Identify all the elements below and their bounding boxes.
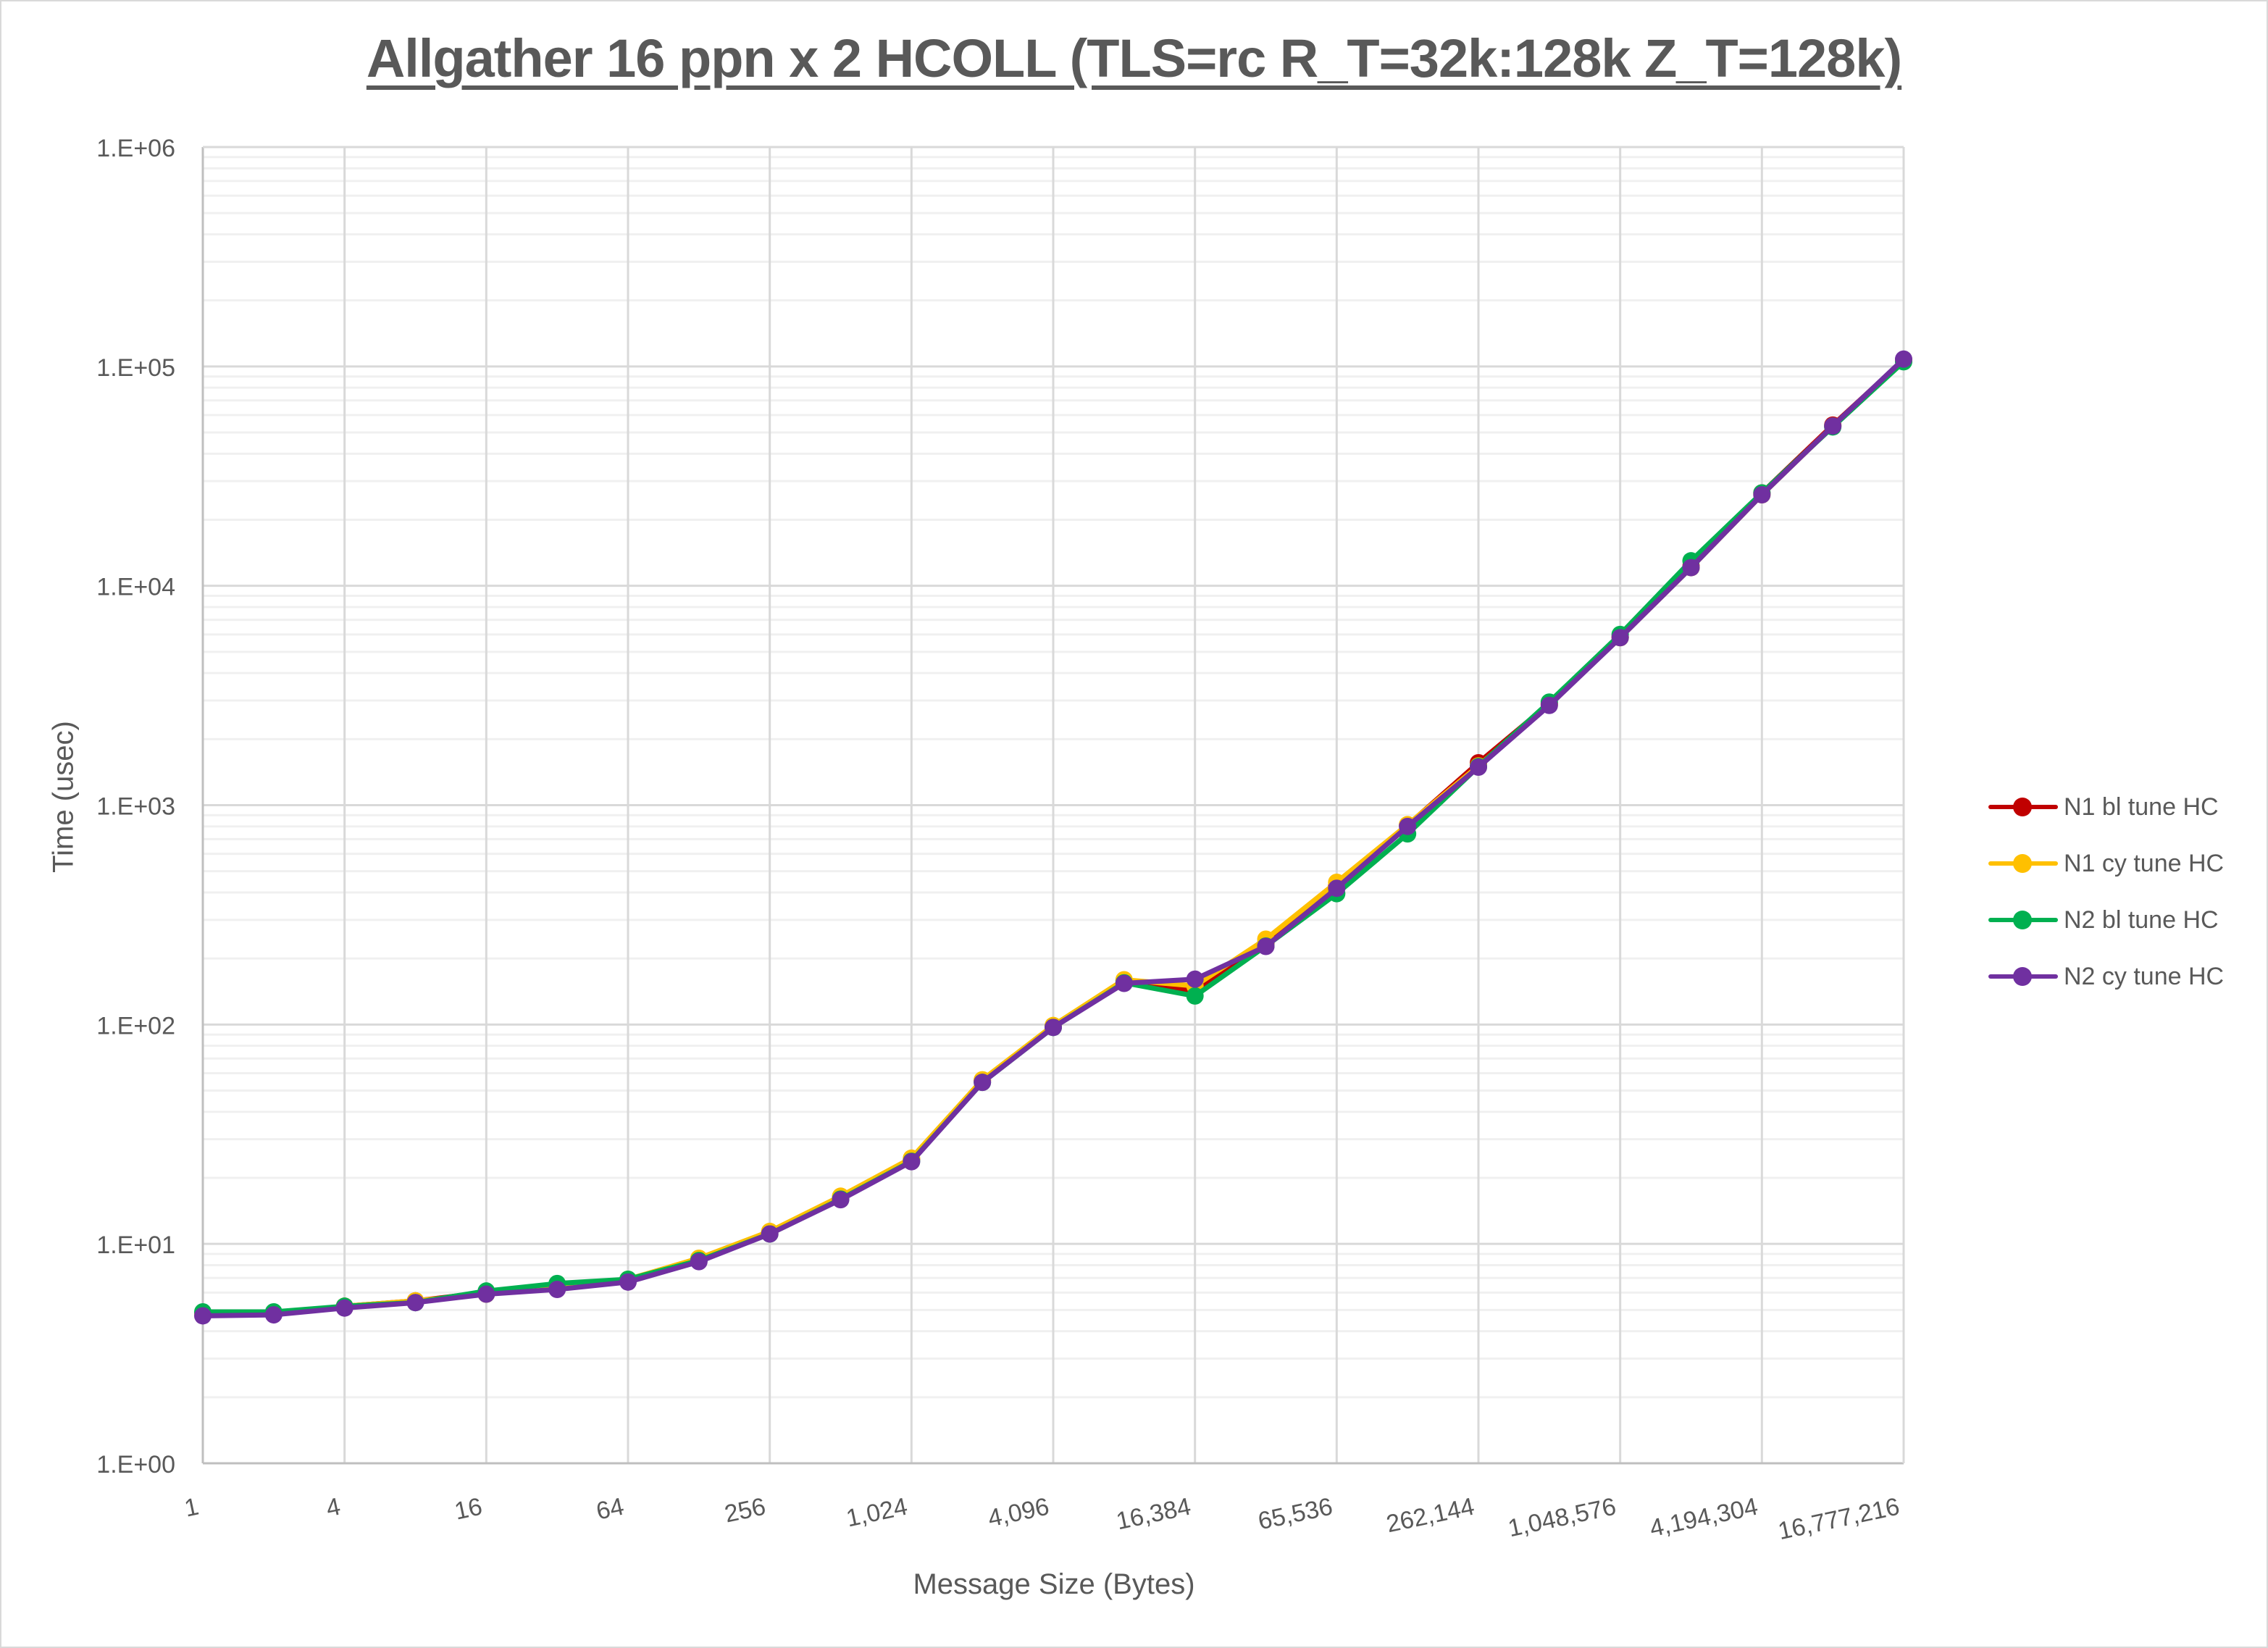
data-point-marker — [1611, 629, 1629, 647]
data-point-marker — [194, 1307, 212, 1325]
data-point-marker — [1257, 937, 1275, 955]
legend-item-n2-bl[interactable]: N2 bl tune HC — [1988, 892, 2224, 948]
data-point-marker — [335, 1299, 353, 1317]
data-point-marker — [1470, 758, 1487, 777]
data-point-marker — [1115, 974, 1133, 992]
data-point-marker — [548, 1281, 566, 1299]
data-point-marker — [761, 1225, 779, 1243]
line-marker-icon — [1988, 909, 2058, 931]
data-point-marker — [1824, 417, 1842, 435]
legend: N1 bl tune HC N1 cy tune HC N2 bl tune H… — [1988, 779, 2224, 1005]
line-marker-icon — [1988, 796, 2058, 818]
data-point-marker — [619, 1273, 637, 1291]
svg-text:1.E+01: 1.E+01 — [96, 1231, 175, 1259]
legend-dot — [2013, 911, 2032, 929]
legend-label: N2 cy tune HC — [2064, 962, 2225, 990]
legend-item-n1-cy[interactable]: N1 cy tune HC — [1988, 835, 2224, 892]
svg-text:64: 64 — [594, 1493, 627, 1526]
data-point-marker — [974, 1074, 992, 1092]
data-point-marker — [406, 1294, 424, 1312]
svg-text:4,096: 4,096 — [986, 1493, 1052, 1533]
legend-label: N1 cy tune HC — [2064, 849, 2225, 877]
svg-text:1.E+00: 1.E+00 — [96, 1451, 175, 1478]
data-point-marker — [1895, 350, 1912, 368]
legend-item-n1-bl[interactable]: N1 bl tune HC — [1988, 779, 2224, 835]
data-point-marker — [477, 1285, 495, 1303]
legend-label: N1 bl tune HC — [2064, 792, 2219, 821]
chart-title: Allgather 16 ppn x 2 HCOLL (TLS=rc R_T=3… — [366, 28, 1902, 88]
svg-text:1.E+05: 1.E+05 — [96, 354, 175, 382]
svg-text:4: 4 — [324, 1493, 343, 1523]
svg-text:16: 16 — [452, 1493, 485, 1526]
legend-dot — [2013, 854, 2032, 873]
legend-label: N2 bl tune HC — [2064, 905, 2219, 934]
data-point-marker — [1753, 485, 1771, 503]
data-point-marker — [1186, 970, 1204, 988]
data-point-marker — [690, 1252, 708, 1271]
svg-text:1.E+03: 1.E+03 — [96, 793, 175, 821]
svg-text:1,048,576: 1,048,576 — [1505, 1493, 1618, 1543]
svg-text:1.E+06: 1.E+06 — [96, 135, 175, 162]
data-point-marker — [1328, 879, 1346, 898]
data-point-marker — [1045, 1019, 1062, 1037]
data-point-marker — [1186, 987, 1204, 1005]
svg-text:1.E+04: 1.E+04 — [96, 574, 175, 601]
x-axis-label: Message Size (Bytes) — [913, 1568, 1195, 1600]
legend-item-n2-cy[interactable]: N2 cy tune HC — [1988, 948, 2224, 1005]
legend-dot — [2013, 798, 2032, 816]
data-point-marker — [832, 1191, 850, 1209]
series-n2-cy-tune-hc — [194, 350, 1912, 1325]
svg-text:1,024: 1,024 — [844, 1493, 910, 1533]
svg-text:1.E+02: 1.E+02 — [96, 1012, 175, 1040]
svg-text:1: 1 — [182, 1493, 201, 1523]
svg-text:256: 256 — [722, 1493, 768, 1528]
data-point-marker — [1540, 696, 1558, 714]
svg-text:4,194,304: 4,194,304 — [1647, 1493, 1760, 1543]
svg-text:65,536: 65,536 — [1255, 1493, 1335, 1536]
y-axis-label: Time (usec) — [47, 721, 80, 873]
data-point-marker — [1682, 559, 1700, 577]
x-axis-tick-labels: 1 4 16 64 256 1,024 4,096 16,384 65,536 262,144 1,… — [182, 1493, 1901, 1546]
data-point-marker — [903, 1153, 921, 1171]
y-axis-tick-labels: 1.E+00 1.E+01 1.E+02 1.E+03 1.E+04 1.E+05 1.E+… — [96, 135, 175, 1478]
line-marker-icon — [1988, 853, 2058, 874]
data-series — [194, 350, 1912, 1325]
svg-text:262,144: 262,144 — [1384, 1493, 1477, 1539]
svg-text:16,777,216: 16,777,216 — [1775, 1493, 1901, 1546]
legend-dot — [2013, 967, 2032, 986]
data-point-marker — [264, 1306, 283, 1324]
line-marker-icon — [1988, 966, 2058, 987]
svg-text:16,384: 16,384 — [1114, 1493, 1194, 1536]
data-point-marker — [1399, 817, 1417, 835]
